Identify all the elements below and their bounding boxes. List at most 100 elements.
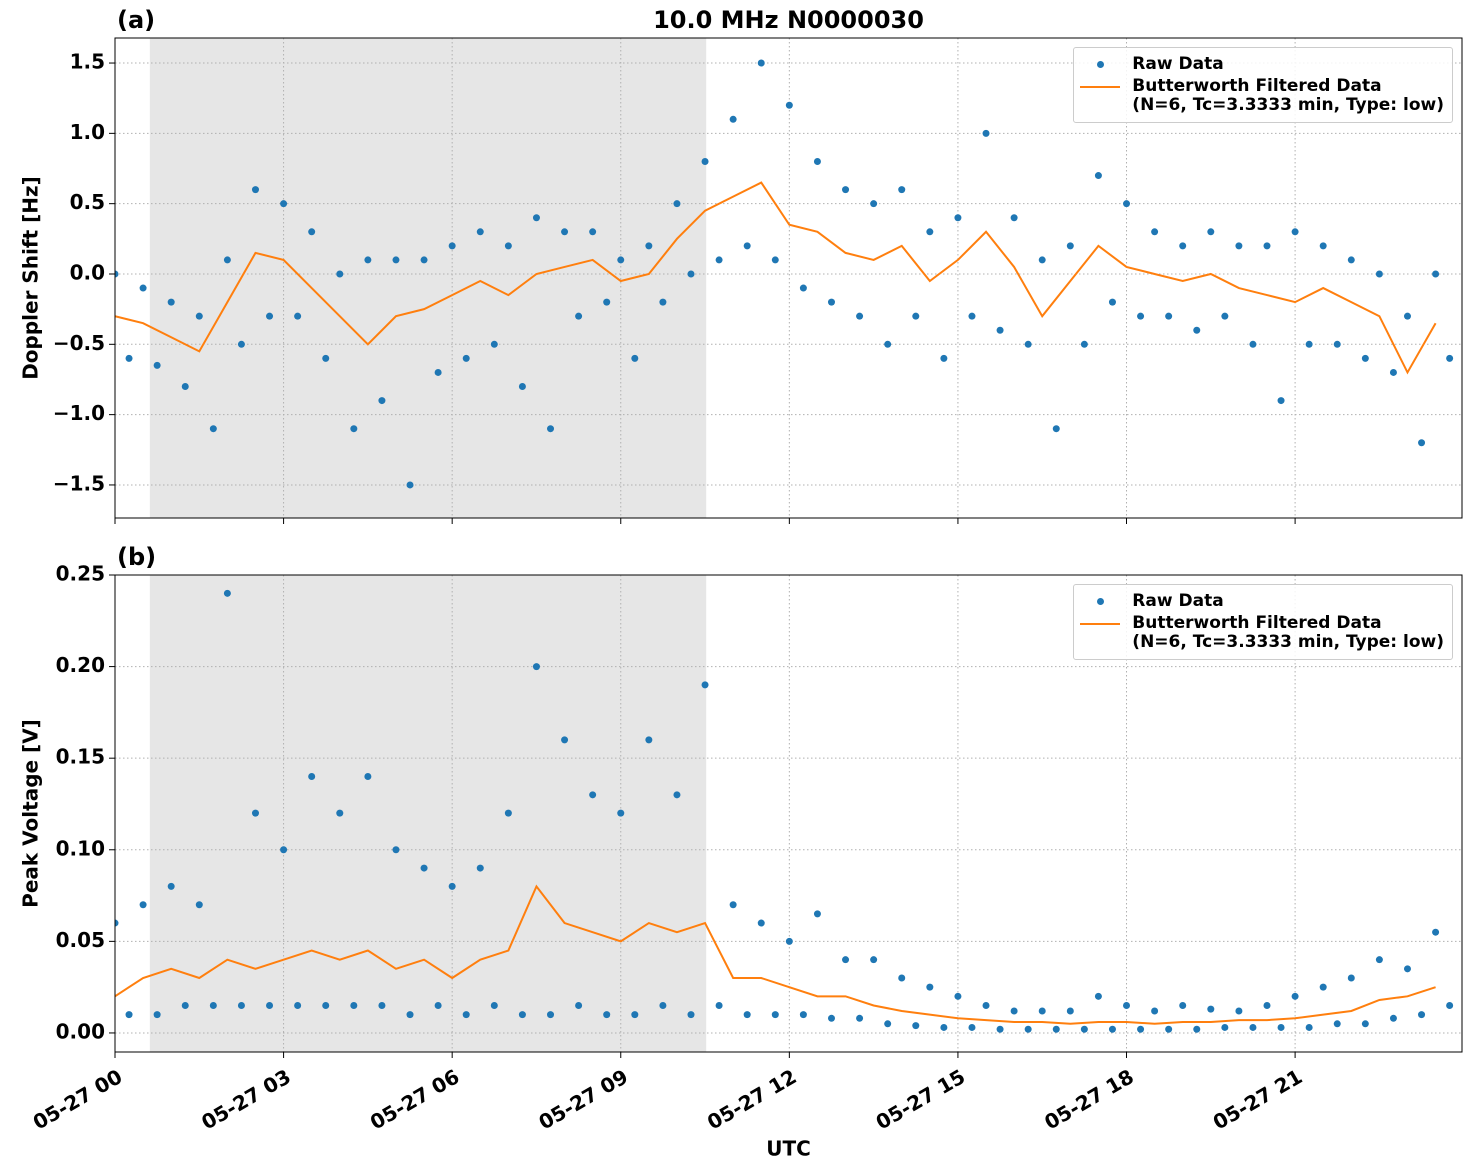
- raw-point: [223, 589, 231, 597]
- raw-point: [1347, 256, 1355, 264]
- legend-label: Butterworth Filtered Data (N=6, Tc=3.333…: [1132, 613, 1444, 652]
- y-axis-label: Doppler Shift [Hz]: [19, 176, 43, 380]
- raw-point: [392, 256, 400, 264]
- raw-point: [308, 772, 316, 780]
- raw-point: [1446, 1001, 1454, 1009]
- raw-point: [631, 354, 639, 362]
- raw-point: [870, 200, 878, 208]
- raw-point: [687, 1011, 695, 1019]
- raw-point: [926, 228, 934, 236]
- raw-point: [406, 481, 414, 489]
- raw-point: [1193, 326, 1201, 334]
- raw-point: [1207, 1005, 1215, 1013]
- raw-point: [1108, 1025, 1116, 1033]
- raw-point: [1221, 1023, 1229, 1031]
- legend-label: Raw Data: [1132, 54, 1224, 74]
- raw-point: [1193, 1025, 1201, 1033]
- raw-point: [701, 681, 709, 689]
- raw-point: [1052, 1025, 1060, 1033]
- raw-point: [561, 736, 569, 744]
- raw-point: [1052, 425, 1060, 433]
- raw-point: [954, 214, 962, 222]
- raw-point: [1221, 312, 1229, 320]
- raw-point: [1094, 992, 1102, 1000]
- raw-point: [125, 354, 133, 362]
- raw-point: [1080, 1025, 1088, 1033]
- raw-point: [115, 919, 119, 927]
- raw-point: [856, 312, 864, 320]
- raw-point: [715, 1001, 723, 1009]
- raw-point: [1333, 1020, 1341, 1028]
- raw-point: [1305, 340, 1313, 348]
- raw-point: [378, 397, 386, 405]
- raw-point: [1108, 298, 1116, 306]
- raw-point: [181, 383, 189, 391]
- raw-point: [771, 256, 779, 264]
- raw-point: [378, 1001, 386, 1009]
- y-tick-label: 0.0: [70, 260, 105, 284]
- raw-point: [266, 1001, 274, 1009]
- filtered-line: [115, 181, 1437, 375]
- y-tick-label: 1.5: [70, 50, 105, 74]
- raw-point: [1151, 1007, 1159, 1015]
- raw-point: [434, 1001, 442, 1009]
- raw-point: [420, 256, 428, 264]
- y-tick-label: −1.5: [53, 471, 105, 495]
- raw-point: [490, 1001, 498, 1009]
- raw-point: [659, 298, 667, 306]
- raw-point: [294, 312, 302, 320]
- raw-point: [912, 312, 920, 320]
- raw-point: [827, 298, 835, 306]
- raw-point: [476, 228, 484, 236]
- raw-point: [1024, 1025, 1032, 1033]
- raw-point: [827, 1014, 835, 1022]
- raw-point: [251, 809, 259, 817]
- raw-point: [617, 256, 625, 264]
- raw-point: [434, 368, 442, 376]
- raw-point: [1277, 1023, 1285, 1031]
- raw-point: [785, 101, 793, 109]
- raw-point: [1066, 242, 1074, 250]
- raw-point: [153, 1011, 161, 1019]
- raw-point: [982, 129, 990, 137]
- raw-point: [1263, 242, 1271, 250]
- raw-point: [856, 1014, 864, 1022]
- raw-point: [1446, 354, 1454, 362]
- x-tick-label: 05-27 09: [534, 1064, 632, 1134]
- raw-point: [884, 340, 892, 348]
- raw-point: [589, 228, 597, 236]
- raw-point: [842, 186, 850, 194]
- raw-point: [954, 992, 962, 1000]
- raw-point: [490, 340, 498, 348]
- raw-point: [532, 214, 540, 222]
- raw-point: [518, 383, 526, 391]
- raw-point: [364, 772, 372, 780]
- raw-point: [504, 242, 512, 250]
- raw-point: [729, 115, 737, 123]
- plot-area: [115, 59, 1454, 489]
- raw-point: [884, 1020, 892, 1028]
- raw-point: [448, 242, 456, 250]
- raw-point: [589, 791, 597, 799]
- legend-swatch: [1080, 77, 1121, 96]
- y-tick-label: 0.15: [56, 745, 105, 769]
- raw-point: [617, 809, 625, 817]
- raw-point: [799, 1011, 807, 1019]
- raw-point: [1375, 270, 1383, 278]
- panel-label: (a): [117, 6, 155, 34]
- raw-point: [673, 200, 681, 208]
- raw-point: [322, 1001, 330, 1009]
- raw-point: [1123, 200, 1131, 208]
- raw-point: [1235, 1007, 1243, 1015]
- raw-point: [813, 157, 821, 165]
- raw-point: [532, 663, 540, 671]
- raw-point: [209, 425, 217, 433]
- y-tick-label: −1.0: [53, 401, 105, 425]
- raw-point: [322, 354, 330, 362]
- raw-point: [115, 270, 119, 278]
- raw-point: [364, 256, 372, 264]
- panel-label: (b): [117, 543, 156, 571]
- shaded-span: [149, 38, 707, 518]
- raw-point: [1333, 340, 1341, 348]
- raw-point: [968, 1023, 976, 1031]
